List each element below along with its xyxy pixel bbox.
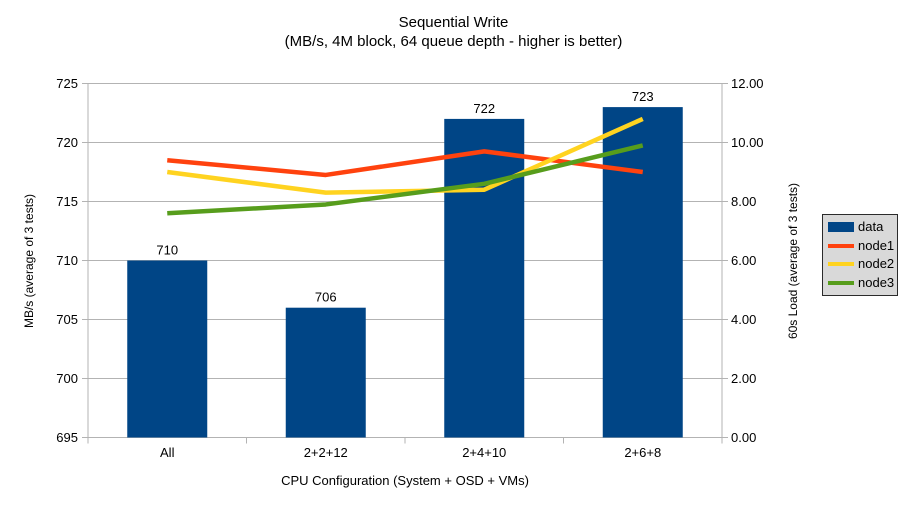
bar-value-label: 722: [473, 101, 495, 116]
right-axis-tick-label: 0.00: [731, 430, 756, 445]
legend-item-node3: node3: [828, 274, 895, 290]
x-axis-tick-label: 2+4+10: [462, 445, 506, 460]
legend-label-node2: node2: [858, 256, 895, 272]
left-axis-tick-label: 725: [56, 76, 78, 91]
bar-2+2+12: [285, 307, 366, 438]
x-axis-title: CPU Configuration (System + OSD + VMs): [281, 473, 529, 488]
left-axis-tick-label: 695: [56, 430, 78, 445]
right-axis-tick-label: 4.00: [731, 312, 756, 327]
left-axis-tick-label: 700: [56, 371, 78, 386]
right-axis-tick-label: 8.00: [731, 194, 756, 209]
right-axis-tick-label: 6.00: [731, 253, 756, 268]
bar-2+6+8: [602, 107, 683, 438]
legend-item-node1: node1: [828, 237, 895, 253]
line-node3: [167, 143, 644, 216]
x-axis-tick-label: All: [160, 445, 175, 460]
left-axis-tick-label: 720: [56, 135, 78, 150]
legend: data node1 node2 node3: [822, 214, 898, 296]
right-axis-tick-label: 12.00: [731, 76, 764, 91]
chart-title-line1: Sequential Write: [398, 14, 509, 31]
bar-value-label: 710: [156, 243, 178, 258]
line-node1: [167, 149, 644, 178]
left-axis-tick-label: 715: [56, 194, 78, 209]
x-axis-tick-label: 2+2+12: [304, 445, 348, 460]
left-axis-tick-label: 705: [56, 312, 78, 327]
right-axis-title: 60s Load (average of 3 tests): [786, 182, 800, 340]
right-axis-tick-label: 10.00: [731, 135, 764, 150]
bar-All: [127, 260, 208, 438]
legend-label-data: data: [858, 219, 884, 235]
x-axis-tick-label: 2+6+8: [624, 445, 661, 460]
line-node2: [166, 116, 644, 195]
legend-key-node3: [828, 280, 854, 285]
chart-title-line2: (MB/s, 4M block, 64 queue depth - higher…: [284, 33, 623, 50]
bar-value-label: 723: [632, 89, 654, 104]
legend-item-data: data: [828, 220, 892, 234]
left-axis-title: MB/s (average of 3 tests): [22, 193, 36, 329]
chart-title: Sequential Write (MB/s, 4M block, 64 que…: [0, 13, 907, 51]
legend-key-node1: [828, 243, 854, 248]
legend-label-node3: node3: [858, 274, 895, 290]
bar-2+4+10: [444, 118, 525, 438]
legend-item-node2: node2: [828, 256, 895, 272]
legend-label-node1: node1: [858, 237, 895, 253]
right-axis-tick-label: 2.00: [731, 371, 756, 386]
bar-value-label: 706: [315, 290, 337, 305]
legend-key-data: [828, 222, 854, 233]
legend-key-node2: [828, 262, 854, 267]
left-axis-tick-label: 710: [56, 253, 78, 268]
